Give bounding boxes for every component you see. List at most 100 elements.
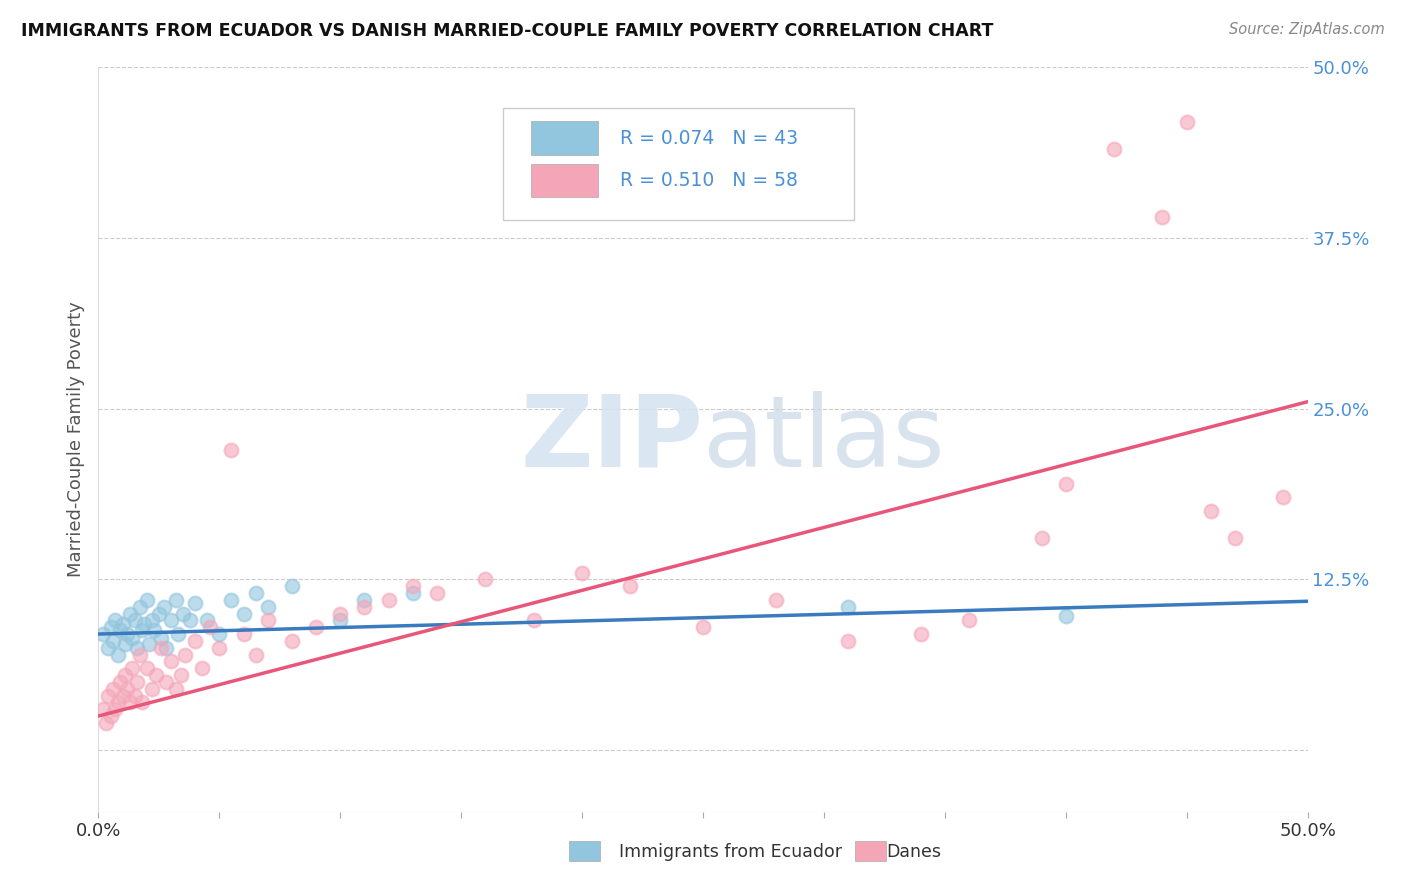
FancyBboxPatch shape <box>503 108 855 219</box>
Point <box>1054 476 1077 491</box>
Point <box>100 709 122 723</box>
Point <box>128 599 150 614</box>
Point <box>957 614 980 628</box>
Point <box>837 599 859 614</box>
Point <box>353 599 375 614</box>
Point <box>619 579 641 593</box>
Point <box>232 607 254 621</box>
Point <box>108 674 131 689</box>
Text: atlas: atlas <box>703 391 945 488</box>
Point <box>118 607 141 621</box>
Text: R = 0.074   N = 43: R = 0.074 N = 43 <box>620 128 797 147</box>
Point <box>1223 532 1246 546</box>
Point <box>167 627 190 641</box>
Point <box>474 573 496 587</box>
Point <box>198 620 221 634</box>
Point <box>141 681 163 696</box>
Point <box>111 689 134 703</box>
Point <box>127 640 149 655</box>
Point <box>165 593 187 607</box>
Point <box>910 627 932 641</box>
Point <box>101 681 124 696</box>
Point <box>131 695 153 709</box>
Point <box>145 668 167 682</box>
Text: R = 0.510   N = 58: R = 0.510 N = 58 <box>620 171 797 190</box>
Point <box>208 627 231 641</box>
Point <box>134 617 156 632</box>
Point <box>121 631 143 645</box>
Point <box>108 623 131 637</box>
Point <box>152 599 174 614</box>
Point <box>135 593 157 607</box>
Point <box>184 633 207 648</box>
Y-axis label: Married-Couple Family Poverty: Married-Couple Family Poverty <box>66 301 84 577</box>
Point <box>101 633 124 648</box>
Point <box>104 614 127 628</box>
Text: ZIP: ZIP <box>520 391 703 488</box>
Point <box>131 623 153 637</box>
Point <box>114 668 136 682</box>
Point <box>143 623 166 637</box>
Point <box>91 627 114 641</box>
Point <box>118 695 141 709</box>
Point <box>165 681 187 696</box>
Point <box>232 627 254 641</box>
FancyBboxPatch shape <box>531 121 598 155</box>
Point <box>107 695 129 709</box>
Point <box>117 627 139 641</box>
Point <box>174 648 197 662</box>
Point <box>94 715 117 730</box>
Point <box>402 579 425 593</box>
Point <box>138 637 160 651</box>
Point <box>245 586 267 600</box>
Point <box>1272 491 1295 505</box>
Point <box>329 614 352 628</box>
Point <box>150 631 173 645</box>
Point <box>221 442 243 457</box>
Point <box>281 633 304 648</box>
Point <box>128 648 150 662</box>
Point <box>377 593 399 607</box>
Point <box>104 702 127 716</box>
Point <box>1199 504 1222 518</box>
Point <box>97 640 120 655</box>
Point <box>1175 114 1198 128</box>
Point <box>305 620 328 634</box>
Text: Danes: Danes <box>886 843 941 861</box>
Point <box>172 607 194 621</box>
Point <box>97 689 120 703</box>
Point <box>150 640 173 655</box>
Point <box>124 689 146 703</box>
Point <box>160 614 183 628</box>
Point <box>571 566 593 580</box>
Point <box>256 599 278 614</box>
Point <box>184 596 207 610</box>
Point <box>1102 142 1125 156</box>
Point <box>117 681 139 696</box>
Point <box>107 648 129 662</box>
Point <box>1054 609 1077 624</box>
Point <box>91 702 114 716</box>
Point <box>127 674 149 689</box>
Point <box>221 593 243 607</box>
Point <box>281 579 304 593</box>
Point <box>523 614 546 628</box>
Point <box>169 668 191 682</box>
Point <box>1031 532 1053 546</box>
Point <box>208 640 231 655</box>
Point <box>155 640 177 655</box>
Point <box>329 607 352 621</box>
Point <box>402 586 425 600</box>
Point <box>195 614 218 628</box>
Text: Source: ZipAtlas.com: Source: ZipAtlas.com <box>1229 22 1385 37</box>
Point <box>765 593 787 607</box>
Point <box>837 633 859 648</box>
Point <box>160 654 183 668</box>
Point <box>191 661 214 675</box>
Point <box>692 620 714 634</box>
Point <box>148 607 170 621</box>
Point <box>121 661 143 675</box>
Point <box>100 620 122 634</box>
Point <box>114 637 136 651</box>
Point <box>179 614 201 628</box>
